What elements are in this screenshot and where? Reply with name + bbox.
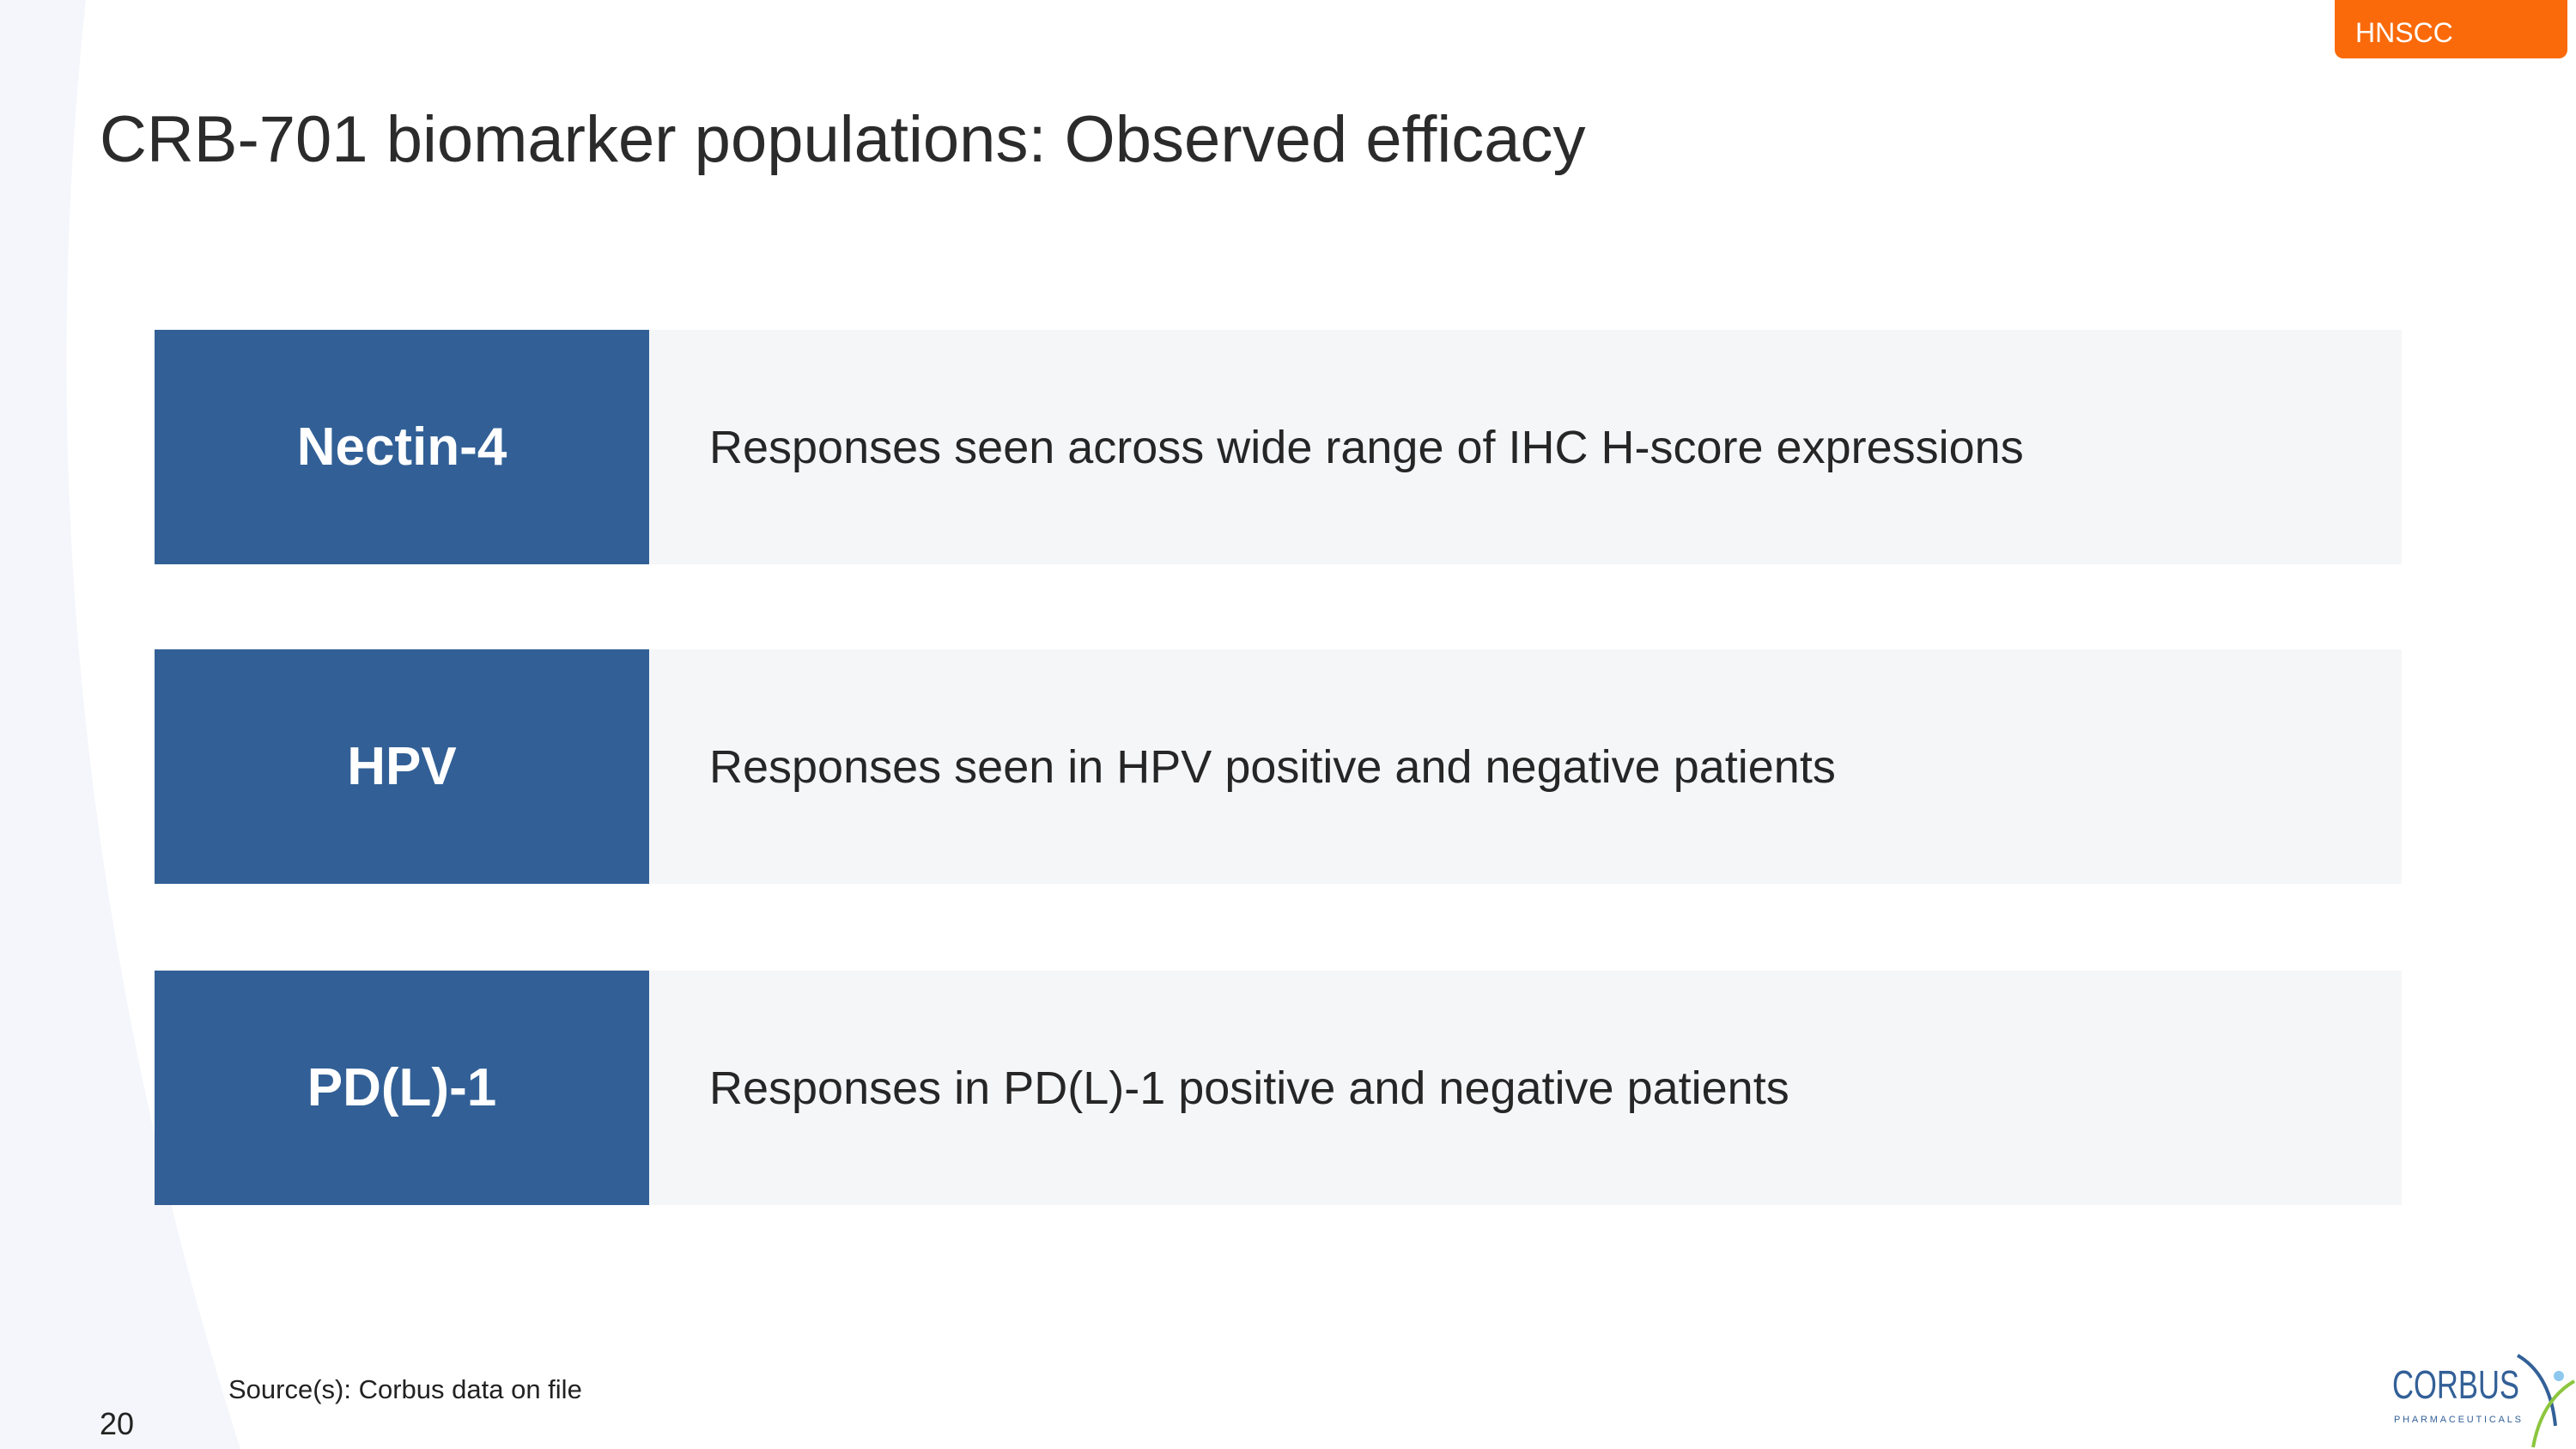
logo-sub: PHARMACEUTICALS — [2394, 1415, 2521, 1425]
biomarker-label: Nectin-4 — [155, 330, 649, 564]
page-title: CRB-701 biomarker populations: Observed … — [100, 103, 1586, 176]
biomarker-description: Responses seen across wide range of IHC … — [649, 330, 2402, 564]
logo-name: CORBUS — [2392, 1362, 2519, 1407]
biomarker-label: HPV — [155, 649, 649, 884]
corbus-logo: CORBUS PHARMACEUTICALS — [2392, 1354, 2576, 1448]
biomarker-description: Responses in PD(L)-1 positive and negati… — [649, 971, 2402, 1205]
biomarker-label: PD(L)-1 — [155, 971, 649, 1205]
section-tag: HNSCC — [2335, 0, 2567, 58]
page-number: 20 — [100, 1406, 135, 1441]
biomarker-description: Responses seen in HPV positive and negat… — [649, 649, 2402, 884]
source-note: Source(s): Corbus data on file — [228, 1374, 582, 1404]
